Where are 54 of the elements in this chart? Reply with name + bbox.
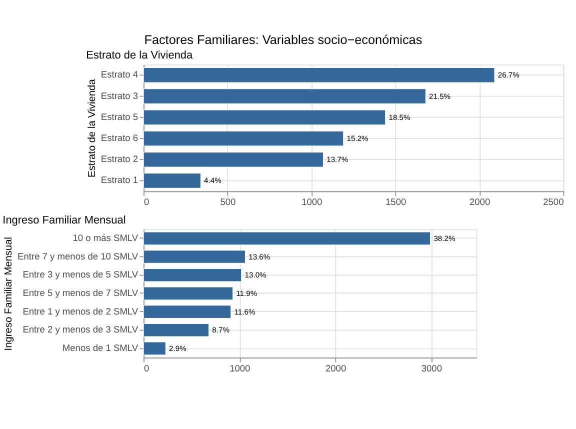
y-tick-label: Entre 1 y menos de 2 SMLV <box>22 306 139 316</box>
x-tick-label: 2500 <box>543 197 564 208</box>
text: 11.6% <box>234 307 256 316</box>
bar <box>143 110 386 125</box>
chart-title: Ingreso Familiar Mensual <box>2 214 126 226</box>
y-tick-label: Entre 2 y menos de 3 SMLV <box>22 324 139 335</box>
text: 38.2% <box>434 234 456 243</box>
x-tick-label: 500 <box>220 197 236 208</box>
text: 21.5% <box>429 92 451 101</box>
bar <box>143 268 242 282</box>
bar <box>143 323 210 337</box>
x-tick-label: 1500 <box>386 197 406 208</box>
text: 2.9% <box>169 344 186 353</box>
x-tick-label: 1000 <box>302 197 322 208</box>
y-tick-label: Estrato 3 <box>100 90 138 101</box>
y-tick-label: 10 o más SMLV <box>72 232 139 243</box>
text: 18.5% <box>388 112 410 122</box>
y-tick-label: Entre 7 y menos de 10 SMLV <box>18 251 139 262</box>
y-tick-label: Menos de 1 SMLV <box>62 343 139 353</box>
bar <box>143 286 234 300</box>
y-axis-title: Estrato de la Vivienda <box>86 78 98 178</box>
y-tick-label: Estrato 4 <box>100 70 138 80</box>
y-tick-label: Estrato 5 <box>100 112 138 122</box>
x-tick-label: 2000 <box>325 364 346 374</box>
bar <box>143 342 166 356</box>
y-tick-label: Entre 3 y menos de 5 SMLV <box>22 270 139 280</box>
text: 4.4% <box>204 176 222 186</box>
chart-title: Factores Familiares: Variables socio−económicas <box>144 32 422 47</box>
text: 13.0% <box>244 270 266 280</box>
bar <box>143 173 201 188</box>
x-tick-label: 2000 <box>469 197 490 208</box>
text: 8.7% <box>212 326 230 335</box>
text: 26.7% <box>498 70 520 80</box>
x-tick-label: 3000 <box>421 364 442 374</box>
y-tick-label: Estrato 1 <box>100 175 138 186</box>
bar <box>143 152 324 168</box>
bar <box>143 88 426 104</box>
x-tick-label: 0 <box>144 197 150 208</box>
text: 11.9% <box>236 288 258 298</box>
x-tick-label: 1000 <box>230 364 250 374</box>
text: 13.6% <box>248 252 270 262</box>
bar <box>143 305 232 318</box>
y-tick-label: Estrato 6 <box>100 133 138 143</box>
y-tick-label: Entre 5 y menos de 7 SMLV <box>22 288 139 298</box>
bar <box>143 67 495 83</box>
bar <box>143 232 431 246</box>
text: 13.7% <box>326 155 348 164</box>
x-tick-label: 0 <box>144 364 150 374</box>
chart-subtitle: Estrato de la Vivienda <box>86 50 194 62</box>
text: 15.2% <box>346 134 368 143</box>
bar <box>143 250 246 264</box>
bar <box>143 130 344 146</box>
y-tick-label: Estrato 2 <box>100 154 138 164</box>
y-axis-title: Ingreso Familiar Mensual <box>4 237 15 351</box>
